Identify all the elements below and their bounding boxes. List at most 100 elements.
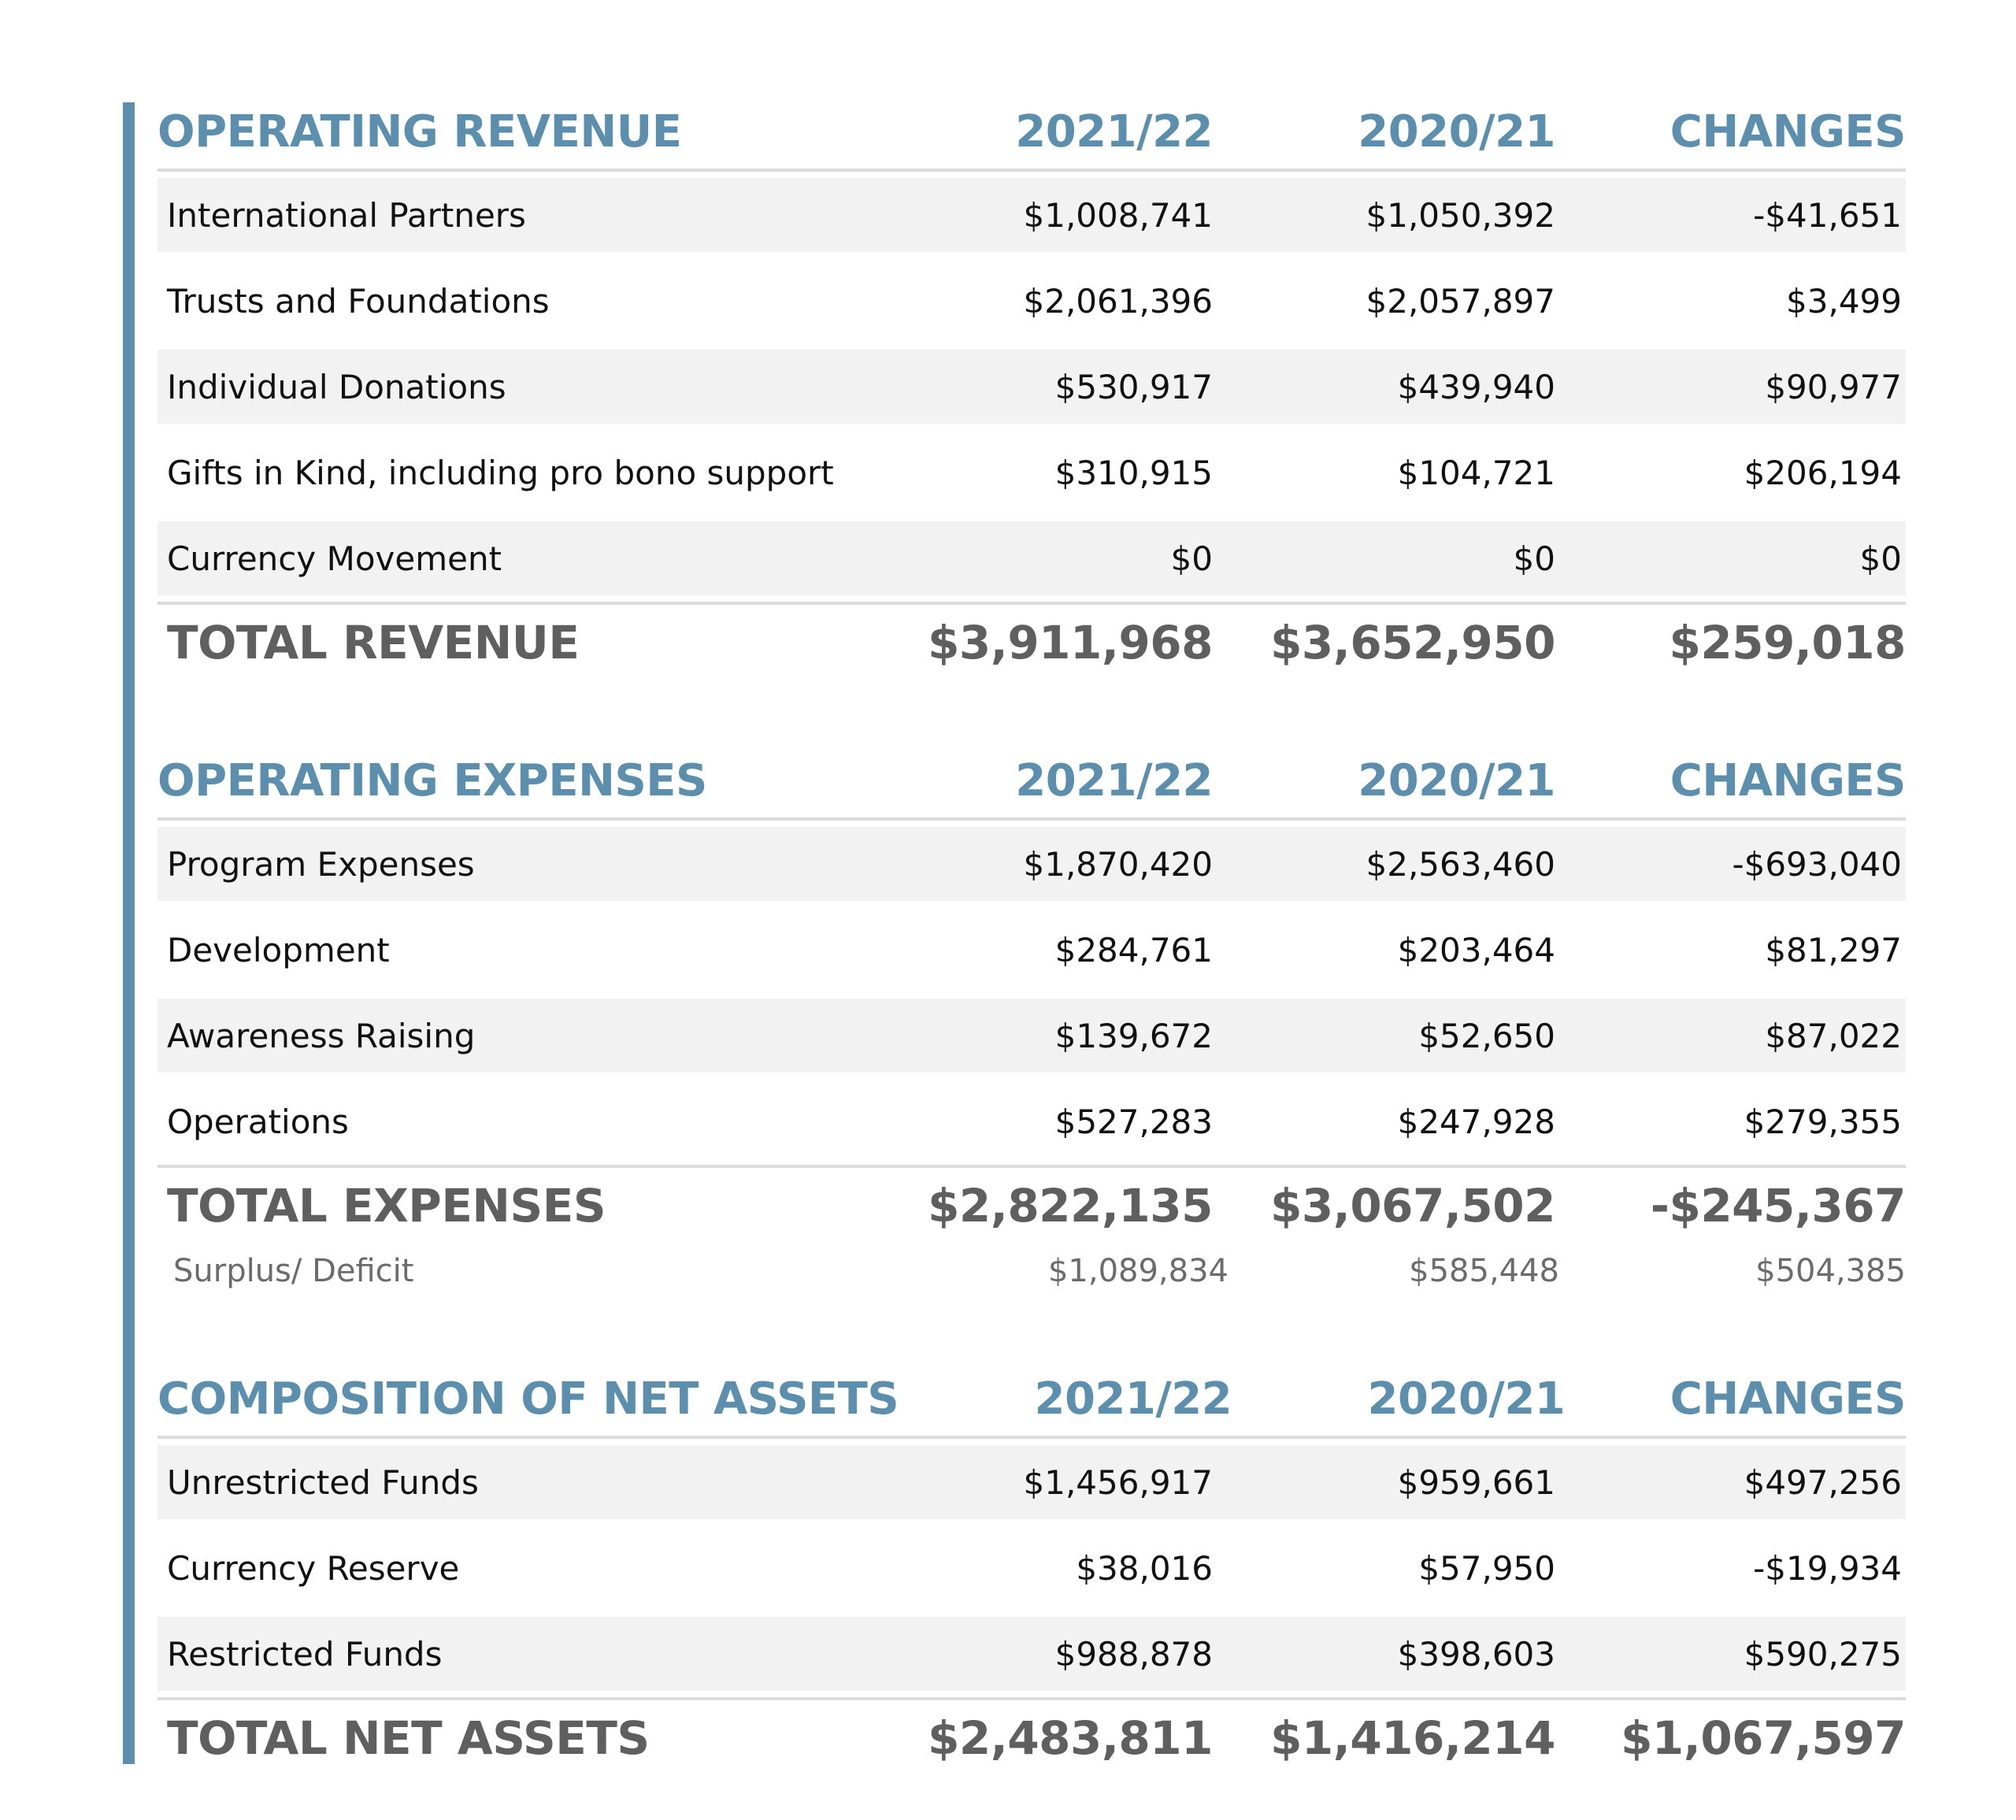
net-asset-rows: Unrestricted Funds $1,456,917 $959,661 $…: [158, 1439, 1906, 1691]
row-label: Restricted Funds: [167, 1634, 443, 1674]
value-2020-21: $2,057,897: [1366, 281, 1555, 321]
value-2021-22: $310,915: [1054, 453, 1213, 492]
value-2020-21: $439,940: [1397, 367, 1555, 406]
section-title: OPERATING EXPENSES: [158, 755, 707, 806]
column-header-changes: CHANGES: [1670, 106, 1907, 158]
revenue-rows: International Partners $1,008,741 $1,050…: [158, 172, 1906, 595]
table-row: Unrestricted Funds $1,456,917 $959,661 $…: [158, 1445, 1906, 1519]
value-2020-21: $247,928: [1397, 1102, 1555, 1141]
value-changes: $3,499: [1786, 281, 1902, 321]
value-2021-22: $530,917: [1054, 367, 1213, 406]
total-2020-21: $1,416,214: [1270, 1711, 1555, 1765]
value-2021-22: $1,870,420: [1023, 844, 1213, 884]
value-2020-21: $959,661: [1397, 1462, 1555, 1502]
value-2021-22: $0: [1170, 539, 1213, 578]
row-label: International Partners: [167, 195, 526, 235]
total-2021-22: $2,483,811: [928, 1711, 1213, 1765]
surplus-label: Surplus/ Deficit: [173, 1253, 414, 1289]
value-2020-21: $0: [1513, 539, 1555, 578]
table-row: Operations $527,283 $247,928 $279,355: [158, 1084, 1906, 1158]
value-changes: $497,256: [1744, 1462, 1902, 1502]
value-2020-21: $203,464: [1397, 930, 1555, 969]
total-row: TOTAL NET ASSETS $2,483,811 $1,416,214 $…: [158, 1697, 1907, 1776]
total-row: TOTAL EXPENSES $2,822,135 $3,067,502 -$2…: [158, 1165, 1907, 1244]
surplus-2021-22: $1,089,834: [1047, 1253, 1228, 1289]
value-2020-21: $57,950: [1418, 1548, 1555, 1588]
section-header: OPERATING REVENUE 2021/22 2020/21 CHANGE…: [158, 79, 1907, 172]
value-changes: -$41,651: [1753, 195, 1902, 235]
value-2020-21: $1,050,392: [1366, 195, 1555, 235]
column-header-2020-21: 2020/21: [1358, 106, 1555, 158]
value-2021-22: $527,283: [1054, 1102, 1213, 1141]
section-header: COMPOSITION OF NET ASSETS 2021/22 2020/2…: [158, 1346, 1907, 1439]
value-2021-22: $988,878: [1054, 1634, 1213, 1674]
total-row: TOTAL REVENUE $3,911,968 $3,652,950 $259…: [158, 602, 1907, 680]
section-title: COMPOSITION OF NET ASSETS: [158, 1373, 899, 1425]
row-label: Individual Donations: [167, 367, 506, 406]
financial-summary: OPERATING REVENUE 2021/22 2020/21 CHANGE…: [158, 79, 1907, 1776]
table-row: Currency Movement $0 $0 $0: [158, 521, 1906, 595]
value-changes: $590,275: [1744, 1634, 1902, 1674]
table-row: International Partners $1,008,741 $1,050…: [158, 178, 1906, 252]
total-2020-21: $3,067,502: [1270, 1179, 1555, 1232]
operating-expenses-section: OPERATING EXPENSES 2021/22 2020/21 CHANG…: [158, 728, 1907, 1299]
value-2020-21: $104,721: [1397, 453, 1555, 492]
total-2020-21: $3,652,950: [1270, 616, 1555, 669]
value-changes: -$19,934: [1753, 1548, 1902, 1588]
row-label: Operations: [167, 1102, 349, 1141]
row-label: Trusts and Foundations: [167, 281, 550, 321]
net-assets-section: COMPOSITION OF NET ASSETS 2021/22 2020/2…: [158, 1346, 1907, 1776]
row-label: Gifts in Kind, including pro bono suppor…: [167, 453, 834, 492]
value-changes: -$693,040: [1732, 844, 1902, 884]
value-2021-22: $1,456,917: [1023, 1462, 1213, 1502]
value-changes: $87,022: [1765, 1016, 1902, 1055]
total-2021-22: $2,822,135: [928, 1179, 1213, 1232]
row-label: Program Expenses: [167, 844, 475, 884]
total-label: TOTAL EXPENSES: [167, 1179, 606, 1232]
section-title: OPERATING REVENUE: [158, 106, 682, 158]
table-row: Restricted Funds $988,878 $398,603 $590,…: [158, 1617, 1906, 1691]
value-2020-21: $52,650: [1418, 1016, 1555, 1055]
column-header-changes: CHANGES: [1670, 1373, 1907, 1425]
total-changes: -$245,367: [1650, 1179, 1907, 1232]
row-label: Currency Reserve: [167, 1548, 460, 1588]
table-row: Trusts and Foundations $2,061,396 $2,057…: [158, 264, 1906, 338]
value-changes: $279,355: [1744, 1102, 1902, 1141]
row-label: Unrestricted Funds: [167, 1462, 479, 1502]
value-2021-22: $284,761: [1054, 930, 1213, 969]
expense-rows: Program Expenses $1,870,420 $2,563,460 -…: [158, 821, 1906, 1158]
column-header-2021-22: 2021/22: [1015, 755, 1213, 806]
table-row: Development $284,761 $203,464 $81,297: [158, 913, 1906, 987]
table-row: Awareness Raising $139,672 $52,650 $87,0…: [158, 999, 1906, 1073]
row-label: Awareness Raising: [167, 1016, 476, 1055]
total-changes: $259,018: [1669, 616, 1906, 669]
value-2020-21: $2,563,460: [1366, 844, 1555, 884]
value-changes: $206,194: [1744, 453, 1902, 492]
table-row: Gifts in Kind, including pro bono suppor…: [158, 436, 1906, 510]
operating-revenue-section: OPERATING REVENUE 2021/22 2020/21 CHANGE…: [158, 79, 1907, 680]
accent-bar: [123, 102, 135, 1764]
total-2021-22: $3,911,968: [928, 616, 1213, 669]
total-changes: $1,067,597: [1621, 1711, 1906, 1765]
value-2021-22: $38,016: [1076, 1548, 1213, 1588]
value-changes: $90,977: [1765, 367, 1902, 406]
total-label: TOTAL REVENUE: [167, 616, 580, 669]
surplus-changes: $504,385: [1755, 1253, 1906, 1289]
surplus-2020-21: $585,448: [1409, 1253, 1559, 1289]
row-label: Development: [167, 930, 390, 969]
table-row: Individual Donations $530,917 $439,940 $…: [158, 350, 1906, 424]
column-header-2021-22: 2021/22: [1015, 106, 1213, 158]
value-changes: $81,297: [1765, 930, 1902, 969]
value-changes: $0: [1859, 539, 1902, 578]
value-2021-22: $2,061,396: [1023, 281, 1213, 321]
row-label: Currency Movement: [167, 539, 502, 578]
value-2021-22: $1,008,741: [1023, 195, 1213, 235]
column-header-changes: CHANGES: [1670, 755, 1907, 806]
total-label: TOTAL NET ASSETS: [167, 1711, 650, 1765]
section-header: OPERATING EXPENSES 2021/22 2020/21 CHANG…: [158, 728, 1907, 821]
table-row: Currency Reserve $38,016 $57,950 -$19,93…: [158, 1531, 1906, 1605]
column-header-2020-21: 2020/21: [1358, 755, 1555, 806]
column-header-2020-21: 2020/21: [1367, 1373, 1566, 1425]
value-2020-21: $398,603: [1397, 1634, 1555, 1674]
surplus-deficit-row: Surplus/ Deficit $1,089,834 $585,448 $50…: [158, 1244, 1906, 1299]
